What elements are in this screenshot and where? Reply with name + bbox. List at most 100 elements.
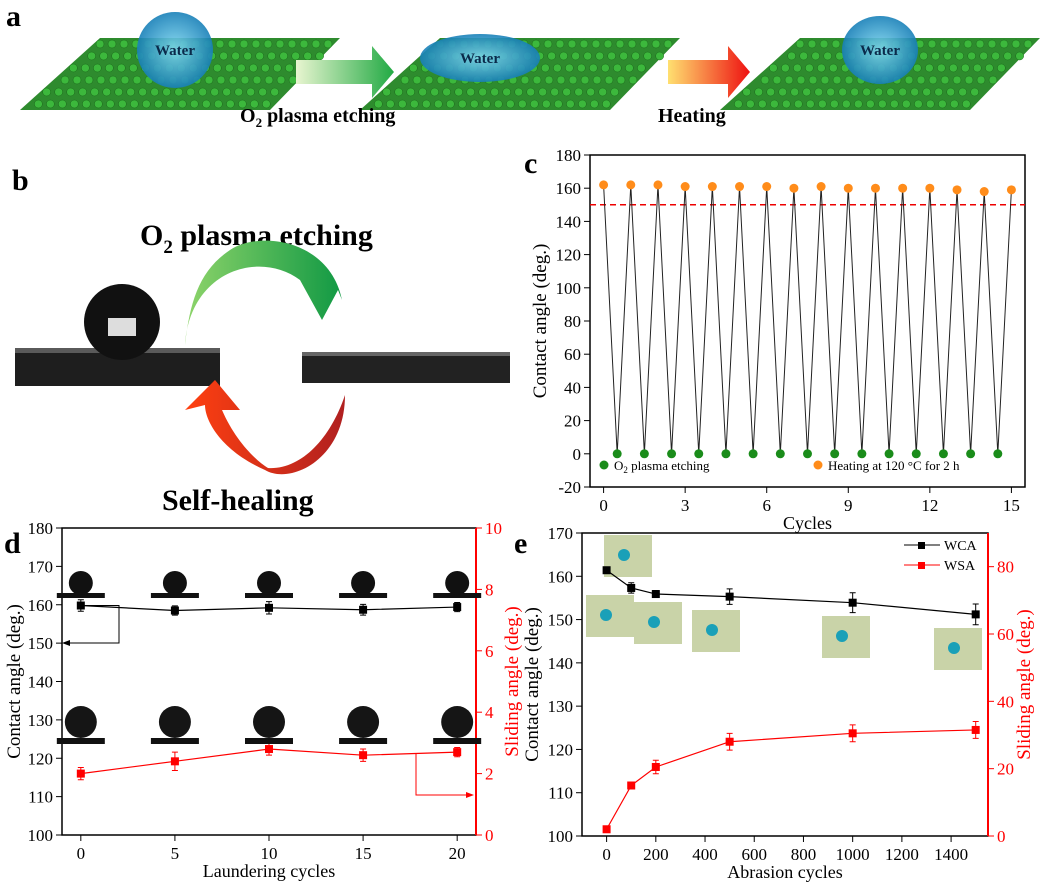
fiber-bead bbox=[603, 39, 613, 49]
heating-point bbox=[898, 183, 908, 193]
fiber-bead bbox=[111, 51, 120, 61]
fiber-bead bbox=[538, 87, 547, 97]
fiber-bead bbox=[251, 39, 261, 49]
y-axis-title: Contact angle (deg.) bbox=[4, 604, 25, 759]
fiber-bead bbox=[578, 99, 587, 109]
panel-label-c: c bbox=[524, 147, 537, 180]
y-tick-label: 60 bbox=[564, 345, 581, 364]
fiber-bead bbox=[583, 51, 592, 61]
fiber-bead bbox=[107, 39, 117, 49]
fiber-bead bbox=[46, 99, 55, 109]
fiber-bead bbox=[458, 99, 467, 109]
fiber-bead bbox=[198, 87, 207, 97]
fiber-bead bbox=[69, 63, 78, 73]
fiber-bead bbox=[802, 87, 811, 97]
fiber-bead bbox=[276, 75, 286, 85]
y-tick-label: 170 bbox=[28, 557, 54, 576]
fiber-bead bbox=[108, 75, 118, 85]
fiber-bead bbox=[580, 75, 590, 85]
x-tick-label: 0 bbox=[602, 845, 611, 864]
droplet-image-top bbox=[257, 571, 281, 595]
y2-tick-label: 4 bbox=[485, 703, 494, 722]
legend-text: plasma etching bbox=[628, 458, 710, 473]
fiber-bead bbox=[637, 63, 646, 73]
fiber-bead bbox=[106, 99, 115, 109]
y2-axis-title: Sliding angle (deg.) bbox=[1014, 609, 1035, 759]
fiber-bead bbox=[442, 87, 451, 97]
water-drop-photo bbox=[836, 630, 848, 642]
y-tick-label: 130 bbox=[28, 711, 54, 730]
fiber-bead bbox=[577, 63, 586, 73]
data-point bbox=[453, 603, 462, 612]
data-point bbox=[627, 781, 636, 790]
fiber-bead bbox=[34, 99, 43, 109]
panel-label-b: b bbox=[12, 164, 29, 197]
y-tick-label: 110 bbox=[28, 788, 53, 807]
fiber-bead bbox=[231, 51, 240, 61]
fiber-bead bbox=[60, 75, 70, 85]
droplet-image-substrate bbox=[339, 593, 388, 598]
fiber-bead bbox=[213, 63, 222, 73]
y-tick-label: 100 bbox=[556, 279, 582, 298]
y-tick-label: 180 bbox=[28, 519, 54, 538]
fiber-bead bbox=[967, 51, 976, 61]
fiber-bead bbox=[794, 99, 803, 109]
fabric-surface-2: Water bbox=[360, 34, 680, 110]
legend-label-heating: Heating at 120 °C for 2 h bbox=[828, 458, 960, 473]
fiber-bead bbox=[478, 87, 487, 97]
droplet-image-substrate bbox=[56, 738, 105, 744]
fiber-bead bbox=[795, 39, 805, 49]
fiber-bead bbox=[610, 87, 619, 97]
fiber-bead bbox=[228, 75, 238, 85]
fiber-bead bbox=[568, 75, 578, 85]
data-point bbox=[627, 583, 636, 592]
fiber-bead bbox=[99, 51, 108, 61]
y-tick-label: 100 bbox=[548, 827, 574, 846]
legend-label: WSA bbox=[944, 559, 976, 574]
heating-point bbox=[843, 183, 853, 193]
fiber-bead bbox=[374, 99, 383, 109]
panel-a: a Water Water Water O2 plasma etching Heat… bbox=[6, 0, 1040, 130]
fiber-bead bbox=[922, 87, 931, 97]
arrow-etching-cycle bbox=[185, 240, 342, 345]
fiber-bead bbox=[216, 75, 226, 85]
fiber-bead bbox=[866, 99, 875, 109]
fiber-bead bbox=[454, 87, 463, 97]
fiber-bead bbox=[598, 87, 607, 97]
fiber-bead bbox=[42, 87, 51, 97]
heating-point bbox=[789, 183, 799, 193]
fiber-bead bbox=[514, 87, 523, 97]
droplet-image-substrate bbox=[150, 738, 199, 744]
y-tick-label: 120 bbox=[556, 246, 582, 265]
heating-point bbox=[599, 180, 609, 190]
etching-point bbox=[639, 449, 649, 459]
y-tick-label: 140 bbox=[28, 673, 54, 692]
x-tick-label: 1000 bbox=[836, 845, 870, 864]
fiber-bead bbox=[914, 99, 923, 109]
arrow-head bbox=[466, 792, 474, 798]
fiber-bead bbox=[862, 87, 871, 97]
fiber-bead bbox=[746, 99, 755, 109]
fiber-bead bbox=[814, 87, 823, 97]
fiber-bead bbox=[760, 75, 770, 85]
fiber-bead bbox=[878, 99, 887, 109]
fiber-bead bbox=[311, 39, 321, 49]
fiber-bead bbox=[823, 51, 832, 61]
droplet-image-bottom bbox=[441, 706, 474, 738]
fiber-bead bbox=[422, 99, 431, 109]
fiber-bead bbox=[446, 99, 455, 109]
fiber-bead bbox=[778, 87, 787, 97]
fiber-bead bbox=[239, 39, 249, 49]
fiber-bead bbox=[613, 63, 622, 73]
etching-point bbox=[938, 449, 948, 459]
fiber-bead bbox=[829, 63, 838, 73]
y-axis-title: Contact angle (deg.) bbox=[530, 244, 551, 399]
heating-point bbox=[979, 187, 989, 197]
fiber-bead bbox=[279, 51, 288, 61]
plot-frame bbox=[581, 532, 989, 837]
label-heating: Heating bbox=[658, 105, 726, 127]
fiber-bead bbox=[234, 87, 243, 97]
fiber-bead bbox=[566, 99, 575, 109]
fiber-bead bbox=[418, 87, 427, 97]
data-point bbox=[359, 751, 368, 760]
